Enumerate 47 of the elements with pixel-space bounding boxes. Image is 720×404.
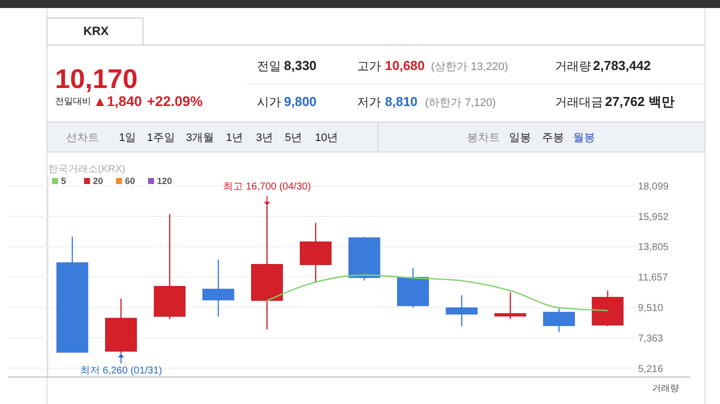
chart-title: 한국거래소(KRX)	[48, 164, 126, 175]
text: KRX	[83, 24, 109, 38]
text: 5년	[285, 132, 302, 144]
y-tick-label: 13,805	[638, 242, 670, 254]
text: (하한가 7,120)	[425, 97, 496, 109]
y-tick-label: 18,099	[638, 181, 670, 192]
text: 3개월	[186, 132, 214, 144]
text: 저가	[357, 95, 381, 109]
legend-label: 20	[93, 176, 104, 186]
text: 10년	[315, 132, 338, 144]
text: 거래량	[652, 383, 679, 393]
text: 선차트	[66, 132, 99, 144]
text: 거래대금	[555, 95, 603, 109]
text: ▲1,840	[93, 93, 142, 109]
text: 거래량	[555, 59, 591, 73]
text: 9,800	[284, 94, 317, 109]
text: 1년	[226, 132, 244, 144]
y-tick-label: 7,363	[638, 333, 664, 344]
y-tick-label: 11,657	[638, 272, 668, 284]
candlestick	[494, 292, 526, 320]
text: 전일대비	[55, 96, 91, 106]
text: 27,762 백만	[605, 94, 674, 109]
text: 10,170	[55, 64, 138, 94]
text: 시가	[257, 95, 281, 109]
text: +22.09%	[147, 93, 204, 109]
y-tick-label: 15,952	[638, 212, 670, 223]
text: 전일	[257, 59, 281, 73]
text: 8,330	[284, 58, 317, 73]
text: 주봉	[542, 132, 564, 144]
text: 1일	[119, 132, 136, 144]
y-tick-label: 5,216	[638, 364, 664, 375]
text: 10,680	[385, 58, 425, 73]
annotation: 최저 6,260 (01/31)	[80, 366, 162, 377]
text: 1주일	[147, 132, 176, 144]
text: (상한가 13,220)	[431, 61, 508, 73]
annotation: 최고 16,700 (04/30)	[223, 182, 311, 193]
legend-label: 60	[125, 176, 136, 186]
text: 일봉	[509, 132, 531, 144]
legend-label: 120	[157, 176, 172, 186]
text: 3년	[256, 132, 274, 144]
text: 8,810	[385, 94, 418, 109]
legend-label: 5	[61, 176, 66, 186]
y-tick-label: 9,510	[638, 303, 664, 314]
text: 2,783,442	[593, 58, 651, 73]
text: 월봉	[573, 132, 595, 144]
text: 봉차트	[467, 132, 500, 144]
text: 고가	[357, 59, 381, 73]
